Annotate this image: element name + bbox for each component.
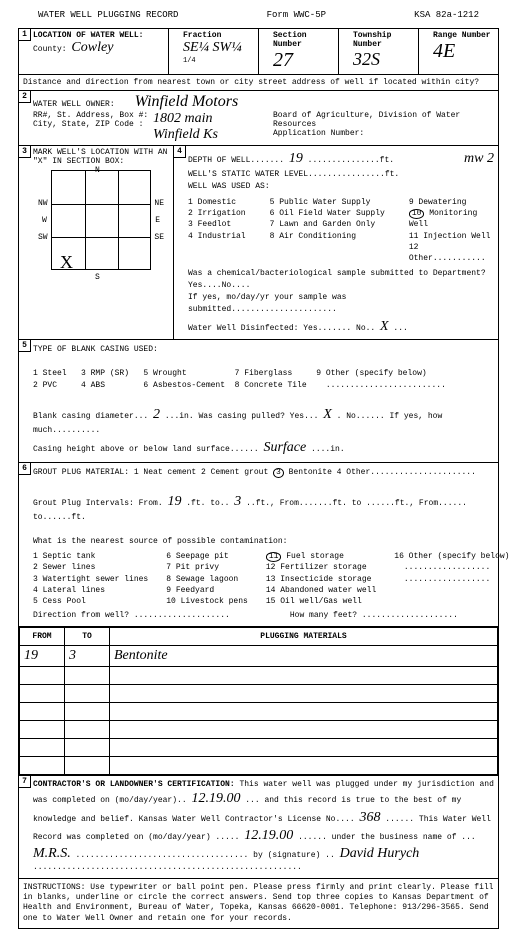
- r1-from: 19: [24, 648, 38, 663]
- compass-s: S: [95, 273, 100, 282]
- frac-label: Fraction: [183, 31, 221, 40]
- r1-mat: Bentonite: [114, 648, 168, 663]
- int-to: 3: [234, 494, 241, 509]
- depth-label: DEPTH OF WELL.......: [188, 156, 284, 165]
- s7-title: CONTRACTOR'S OR LANDOWNER'S CERTIFICATIO…: [33, 780, 235, 789]
- addr1: 1802 main: [153, 111, 213, 126]
- plugging-table: FROM TO PLUGGING MATERIALS 19 3 Bentonit…: [19, 627, 498, 775]
- ksa: KSA 82a-1212: [414, 10, 479, 20]
- sec-value: 27: [273, 49, 293, 71]
- circled-11: 11: [266, 552, 282, 562]
- owner-value: Winfield Motors: [135, 93, 239, 111]
- disinf-x: X: [380, 319, 389, 334]
- pulled-x: X: [323, 407, 332, 422]
- depth-unit: ...............ft.: [308, 156, 394, 165]
- uses-col1: 1 Domestic 2 Irrigation 3 Feedlot 4 Indu…: [188, 197, 246, 264]
- sec-label: Section Number: [273, 31, 307, 49]
- board-text: Board of Agriculture, Division of Water …: [273, 111, 460, 129]
- twp-label: Township Number: [353, 31, 391, 49]
- addr-lbl2: City, State, ZIP Code :: [33, 120, 143, 129]
- county-label: County:: [33, 45, 67, 54]
- contam-q: What is the nearest source of possible c…: [33, 537, 287, 546]
- twp-value: 32S: [353, 49, 380, 69]
- depth-value: 19: [289, 151, 303, 166]
- static-label: WELL'S STATIC WATER LEVEL...............…: [188, 170, 399, 179]
- frac-q: 1/4: [183, 57, 196, 65]
- th-mat: PLUGGING MATERIALS: [110, 628, 498, 646]
- casing-row1: 1 Steel 3 RMP (SR) 5 Wrought 7 Fiberglas…: [33, 368, 494, 380]
- disinf-label: Water Well Disinfected: Yes....... No..: [188, 324, 375, 333]
- casing-row2: 2 PVC 4 ABS 6 Asbestos-Cement 8 Concrete…: [33, 380, 494, 392]
- contam-c2: 6 Seepage pit 7 Pit privy 8 Sewage lagoo…: [166, 551, 248, 607]
- uses-col2: 5 Public Water Supply 6 Oil Field Water …: [270, 197, 385, 264]
- diam-value: 2: [153, 407, 160, 422]
- th-to: TO: [65, 628, 110, 646]
- dir-label: Direction from well? ...................…: [33, 610, 230, 622]
- r1-to: 3: [69, 648, 76, 663]
- contam-c4: 16 Other (specify below) ...............…: [394, 551, 509, 607]
- instructions: INSTRUCTIONS: Use typewriter or ball poi…: [19, 879, 498, 929]
- form-no: Form WWC-5P: [267, 10, 326, 20]
- addr-lbl1: RR#, St. Address, Box #:: [33, 111, 148, 120]
- location-grid[interactable]: NW NE SW SE W E X: [51, 170, 151, 270]
- chem-text: Was a chemical/bacteriological sample su…: [188, 268, 494, 316]
- addr2: Winfield Ks: [153, 127, 218, 142]
- th-from: FROM: [20, 628, 65, 646]
- contam-c3: 11 Fuel storage 12 Fertilizer storage 13…: [266, 551, 376, 607]
- s2-title: WATER WELL OWNER:: [33, 100, 115, 109]
- used-label: WELL WAS USED AS:: [188, 182, 270, 191]
- x-mark: X: [60, 252, 73, 273]
- doc-title: WATER WELL PLUGGING RECORD: [38, 10, 178, 20]
- feet-label: How many feet? ....................: [290, 610, 458, 622]
- biz: M.R.S.: [33, 846, 71, 861]
- date2: 12.19.00: [244, 828, 293, 843]
- s1-title: LOCATION OF WATER WELL:: [33, 31, 143, 40]
- circled-10: 10: [409, 209, 425, 219]
- county-value: Cowley: [71, 40, 113, 55]
- int-from: 19: [167, 494, 181, 509]
- mw-note: mw 2: [464, 148, 494, 169]
- s3-title: MARK WELL'S LOCATION WITH AN "X" IN SECT…: [33, 148, 167, 166]
- lic: 368: [359, 810, 380, 825]
- circled-3: 3: [273, 468, 284, 478]
- height-value: Surface: [263, 440, 306, 455]
- rng-value: 4E: [433, 40, 455, 62]
- s5-title: TYPE OF BLANK CASING USED:: [33, 345, 158, 354]
- signature: David Hurych: [340, 846, 420, 861]
- contam-c1: 1 Septic tank 2 Sewer lines 3 Watertight…: [33, 551, 148, 607]
- uses-col3: 9 Dewatering 10 Monitoring Well 11 Injec…: [409, 197, 494, 264]
- s6-title: GROUT PLUG MATERIAL: 1 Neat cement 2 Cem…: [33, 468, 273, 477]
- distance-text: Distance and direction from nearest town…: [19, 75, 498, 91]
- date1: 12.19.00: [191, 791, 240, 806]
- appno-text: Application Number:: [273, 129, 364, 138]
- rng-label: Range Number: [433, 31, 491, 40]
- frac-value: SE¼ SW¼: [183, 40, 242, 55]
